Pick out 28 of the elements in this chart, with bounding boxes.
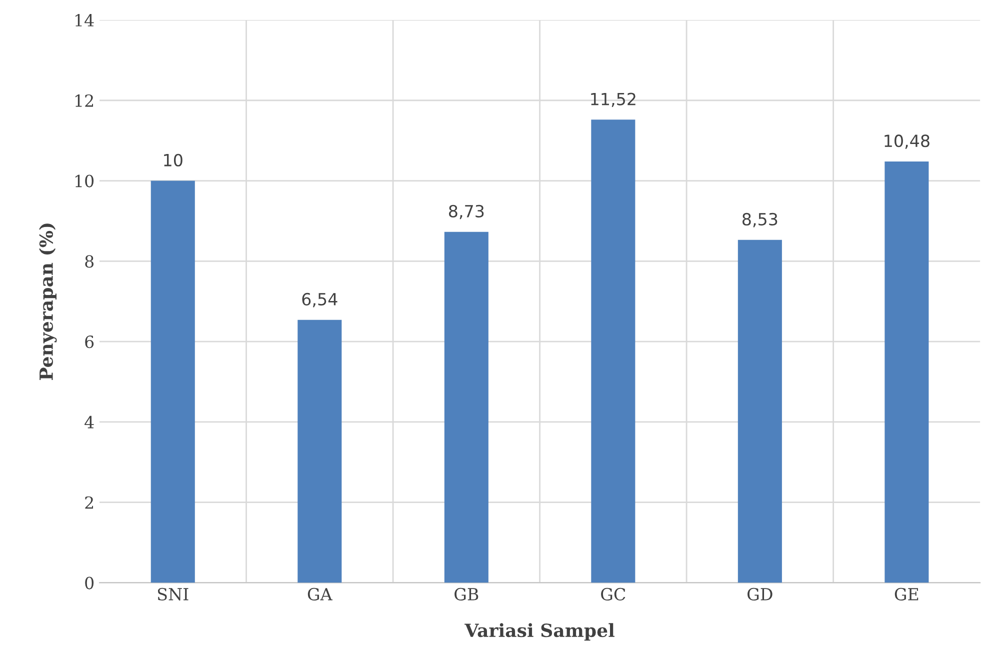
x-tick-label: GA	[308, 588, 332, 601]
y-tick-label: 8	[85, 255, 94, 268]
bar	[591, 120, 636, 583]
y-tick-label: 14	[75, 14, 94, 26]
data-label: 10,48	[884, 134, 930, 149]
y-tick-label: 12	[75, 94, 94, 107]
x-tick-label: GB	[454, 588, 478, 601]
x-tick-label: GC	[601, 588, 626, 601]
y-tick-label: 4	[84, 416, 94, 428]
y-tick-label: 6	[85, 336, 94, 348]
data-label: 8,53	[742, 212, 778, 228]
x-tick-label: SNI	[158, 588, 188, 601]
bar	[884, 161, 929, 583]
x-axis-title: Variasi Sampel	[464, 623, 614, 641]
data-label: 6,54	[302, 292, 338, 308]
data-label: 10	[164, 154, 182, 166]
y-tick-label: 2	[85, 496, 94, 509]
bar	[444, 232, 488, 583]
x-tick-label: GE	[894, 588, 918, 601]
y-axis-title: Penyerapan (%)	[39, 224, 57, 380]
bar	[150, 180, 195, 583]
bar	[298, 320, 342, 583]
y-tick-label: 10	[75, 174, 94, 188]
y-tick-label: 0	[85, 576, 94, 590]
x-tick-label: GD	[748, 588, 772, 601]
data-label: 8,73	[448, 204, 484, 220]
bar	[738, 240, 782, 583]
data-label: 11,52	[591, 92, 636, 108]
